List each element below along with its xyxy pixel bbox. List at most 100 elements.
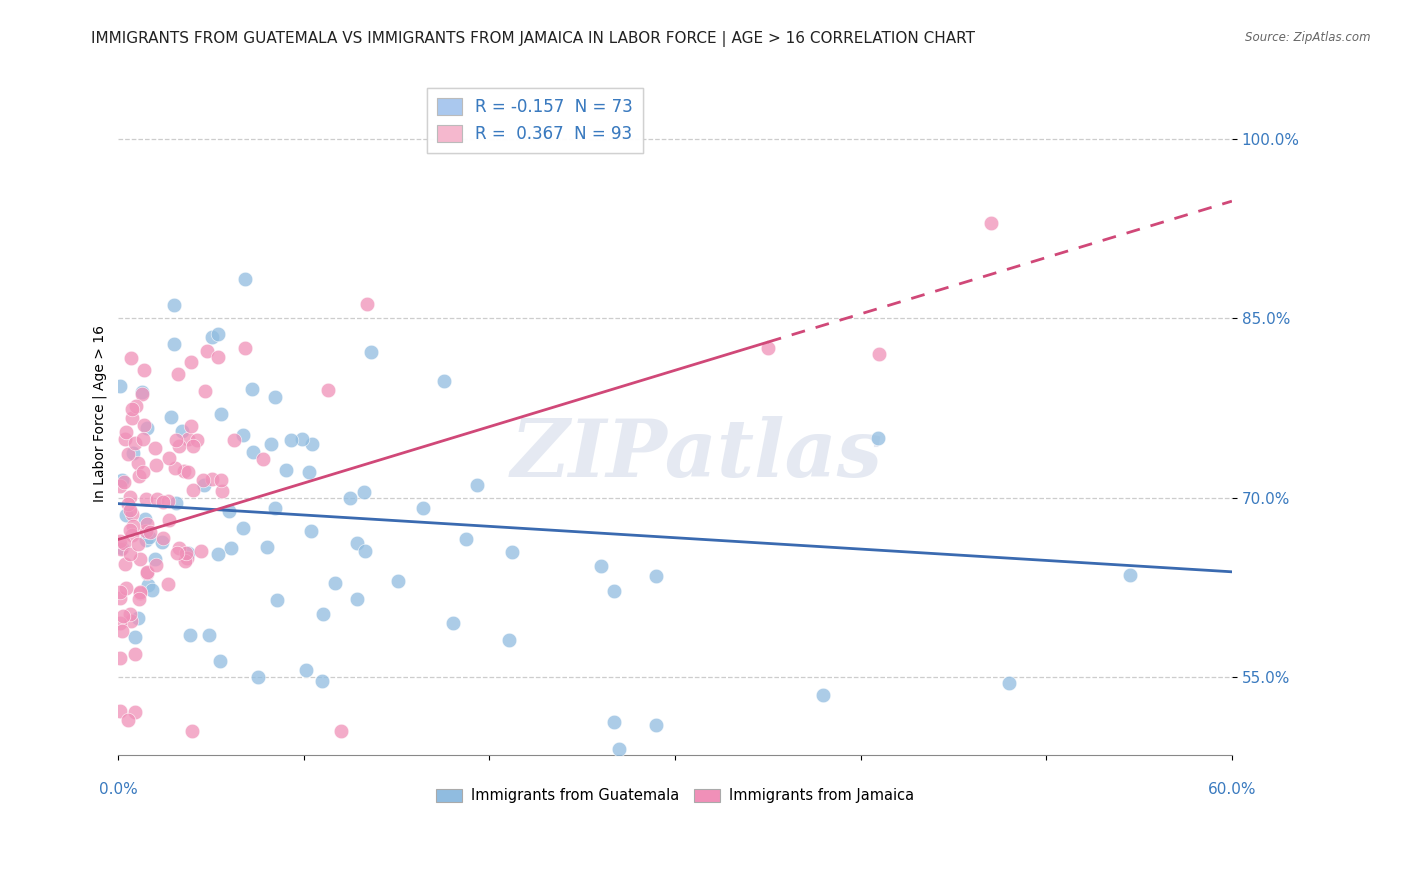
Point xyxy=(207,327,229,342)
Point xyxy=(290,432,312,446)
Point xyxy=(136,565,159,579)
Point xyxy=(108,479,131,493)
Point xyxy=(117,497,139,511)
Point xyxy=(122,446,145,460)
Point xyxy=(201,472,224,486)
Point xyxy=(163,461,186,475)
Point xyxy=(387,574,409,588)
Point xyxy=(110,624,132,639)
Point xyxy=(346,591,368,606)
Point xyxy=(360,345,382,359)
Point xyxy=(181,439,204,453)
Point xyxy=(118,503,141,517)
Point xyxy=(198,628,221,642)
Point xyxy=(501,545,523,559)
Legend: R = -0.157  N = 73, R =  0.367  N = 93: R = -0.157 N = 73, R = 0.367 N = 93 xyxy=(427,88,643,153)
Point xyxy=(172,424,194,438)
Point xyxy=(120,523,142,537)
Point xyxy=(131,465,153,479)
Point xyxy=(266,592,288,607)
Point xyxy=(112,609,135,624)
Point xyxy=(121,410,143,425)
Point xyxy=(218,503,240,517)
Point xyxy=(156,494,179,508)
Point xyxy=(173,465,195,479)
Point xyxy=(120,351,142,366)
Point xyxy=(135,517,157,532)
Point xyxy=(176,546,198,560)
Point xyxy=(145,441,167,455)
Point xyxy=(121,507,143,521)
Point xyxy=(252,452,274,467)
Point xyxy=(108,584,131,599)
Point xyxy=(207,350,229,364)
Point xyxy=(756,341,779,355)
Point xyxy=(146,492,169,507)
Point xyxy=(138,525,160,540)
Point xyxy=(589,558,612,573)
Point xyxy=(316,383,339,397)
Point xyxy=(179,628,201,642)
Point xyxy=(152,531,174,545)
Point xyxy=(135,524,157,538)
Point xyxy=(135,492,157,507)
Point xyxy=(233,272,256,286)
Point xyxy=(644,569,666,583)
Point xyxy=(131,387,153,401)
Point xyxy=(356,297,378,311)
Point xyxy=(177,546,200,560)
Point xyxy=(136,566,159,581)
Point xyxy=(231,521,253,535)
Point xyxy=(115,425,138,439)
Point xyxy=(211,473,233,487)
Point xyxy=(294,663,316,677)
Point xyxy=(980,215,1002,229)
Point xyxy=(222,433,245,447)
Point xyxy=(112,536,135,550)
Point xyxy=(868,347,890,361)
Point xyxy=(176,551,198,566)
Point xyxy=(177,432,200,446)
Point xyxy=(325,576,347,591)
Point xyxy=(108,533,131,548)
Point xyxy=(177,465,200,479)
Point xyxy=(141,583,163,598)
Point xyxy=(127,456,149,470)
Point xyxy=(159,410,181,425)
Point xyxy=(138,530,160,544)
Point xyxy=(124,705,146,719)
Point xyxy=(167,541,190,555)
Point xyxy=(607,742,630,756)
Point xyxy=(134,512,156,526)
Point xyxy=(112,475,135,489)
Point xyxy=(207,547,229,561)
Point xyxy=(132,363,155,377)
Point xyxy=(128,468,150,483)
Point xyxy=(127,611,149,625)
Point xyxy=(125,399,148,413)
Point xyxy=(111,474,134,488)
Point xyxy=(329,723,352,738)
Point xyxy=(152,494,174,508)
Point xyxy=(298,465,321,479)
Point xyxy=(195,344,218,359)
Point xyxy=(180,354,202,368)
Point xyxy=(121,402,143,417)
Point xyxy=(152,535,174,549)
Point xyxy=(163,337,186,351)
Point xyxy=(165,496,187,510)
Point xyxy=(211,484,233,499)
Point xyxy=(118,547,141,561)
Point xyxy=(433,374,456,388)
Point xyxy=(998,676,1021,690)
Point xyxy=(246,670,269,684)
Point xyxy=(1119,568,1142,582)
Point xyxy=(118,491,141,505)
Point xyxy=(129,585,152,599)
Point xyxy=(346,535,368,549)
Text: ZIPatlas: ZIPatlas xyxy=(512,416,883,493)
Point xyxy=(301,437,323,451)
Point xyxy=(124,647,146,661)
Point xyxy=(311,674,333,689)
Point xyxy=(260,437,283,451)
